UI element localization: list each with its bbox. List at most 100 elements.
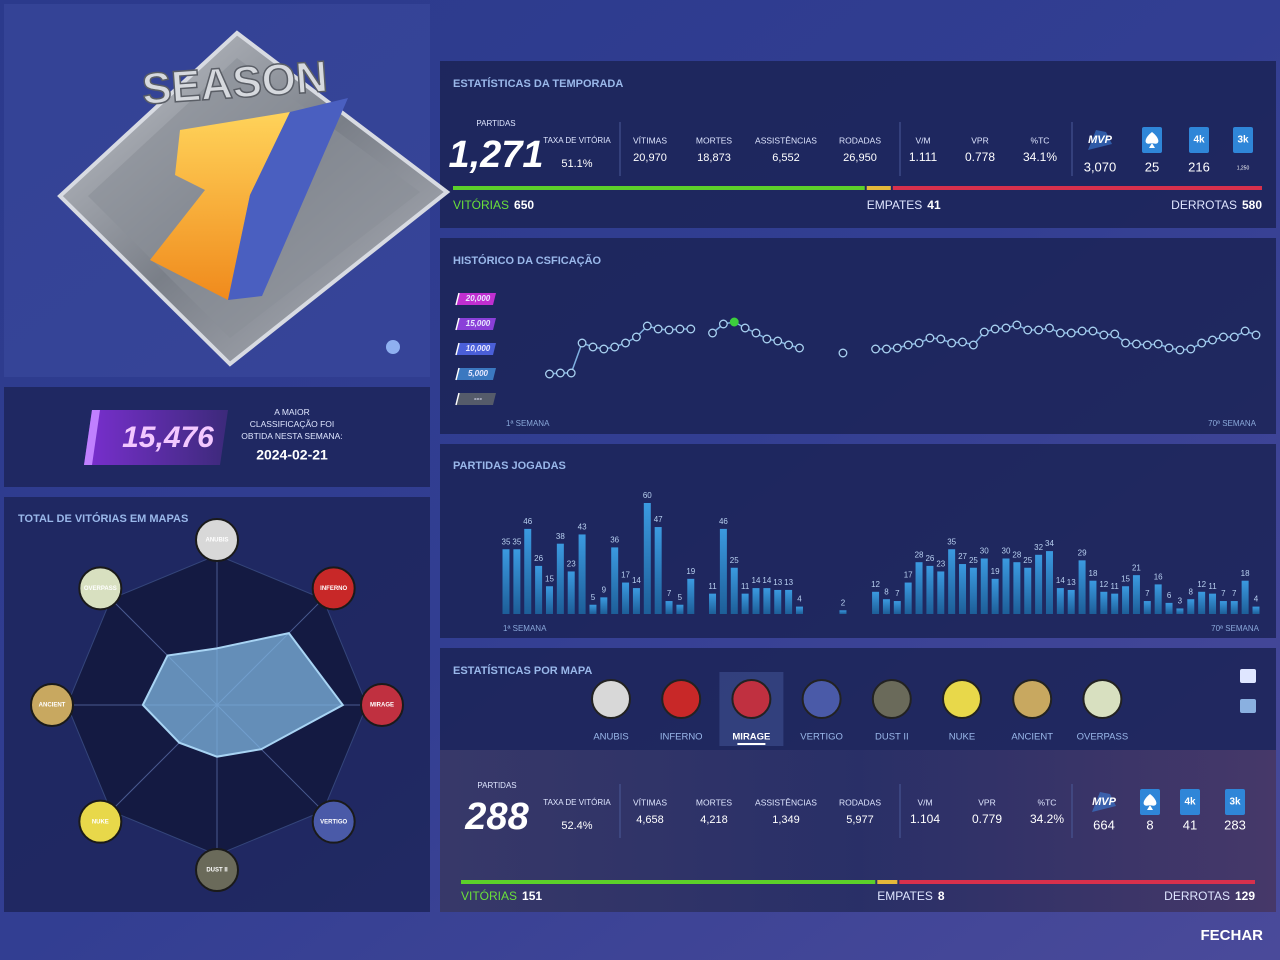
close-button[interactable]: FECHAR <box>1201 927 1264 944</box>
value-label: 46 <box>523 517 532 526</box>
record-value: 129 <box>1235 889 1255 903</box>
bar <box>741 593 749 614</box>
map-badge[interactable] <box>661 679 702 719</box>
value-label: 9 <box>602 585 607 594</box>
map-tab-label[interactable]: ANCIENT <box>1011 732 1053 743</box>
map-tab-label[interactable]: OVERPASS <box>1077 732 1129 743</box>
map-badge[interactable] <box>942 679 982 719</box>
chart-title: HISTÓRICO DA CSFICAÇÃO <box>453 254 602 267</box>
season-stats-panel <box>440 61 1276 228</box>
point <box>892 343 902 353</box>
point <box>610 342 620 352</box>
point <box>686 324 696 334</box>
bar <box>948 549 956 614</box>
ratio-label: VPR <box>978 797 995 807</box>
value-label: 5 <box>591 593 596 602</box>
bar <box>719 528 727 614</box>
map-tab-label[interactable]: INFERNO <box>660 732 703 743</box>
view-grid-button[interactable] <box>1240 699 1256 713</box>
view-single-button[interactable] <box>1240 669 1256 683</box>
bar <box>752 588 760 614</box>
map-tab-label[interactable]: NUKE <box>949 732 975 743</box>
point <box>1121 338 1131 348</box>
record-value: 650 <box>514 198 534 212</box>
map-badge[interactable] <box>871 679 912 719</box>
map-tab-label[interactable]: MIRAGE <box>732 732 770 743</box>
map-badge[interactable] <box>801 679 842 719</box>
point <box>947 338 957 348</box>
stat-label: VÍTIMAS <box>633 135 667 145</box>
logo-one-side <box>228 98 348 300</box>
point <box>838 348 848 358</box>
radar-category: ANCIENT <box>39 703 66 709</box>
logo-one <box>150 112 290 300</box>
point <box>664 325 674 335</box>
bar <box>904 582 912 614</box>
mvp-star <box>1088 130 1112 150</box>
value-label: 36 <box>610 536 619 545</box>
map-badge <box>311 799 356 844</box>
bar <box>545 586 553 614</box>
map-tab-label[interactable]: ANUBIS <box>593 732 628 743</box>
y-tick-label: 20,000 <box>465 294 491 303</box>
matches-value: 288 <box>464 796 529 838</box>
point <box>653 324 663 334</box>
bar <box>1111 593 1119 614</box>
value-label: 13 <box>784 578 793 587</box>
record-label: EMPATES <box>877 889 933 903</box>
value-label: 4 <box>1254 595 1259 604</box>
bar <box>1209 593 1217 614</box>
value-label: 6 <box>1167 591 1172 600</box>
award-label: 4k <box>1193 135 1205 146</box>
award-icon <box>1189 127 1209 153</box>
rank-caption-box: A MAIOR CLASSIFICAÇÃO FOI OBTIDA NESTA S… <box>241 407 343 441</box>
matches-value: 1,271 <box>448 134 543 176</box>
radar-category: NUKE <box>92 819 109 825</box>
value-label: 34 <box>1045 539 1054 548</box>
point <box>1208 335 1217 345</box>
bar <box>872 591 880 614</box>
award-value: 216 <box>1188 159 1210 174</box>
bar <box>763 588 771 614</box>
rank-caption: A MAIOR CLASSIFICAÇÃO FOI OBTIDA NESTA S… <box>241 407 343 441</box>
bar <box>1045 551 1053 614</box>
value-label: 46 <box>719 517 728 526</box>
wins-bar <box>453 186 865 190</box>
value-label: 18 <box>1241 569 1250 578</box>
map-badge[interactable] <box>1082 679 1123 719</box>
award-label: MVP <box>1092 796 1117 808</box>
panel-title: ESTATÍSTICAS DA TEMPORADA <box>453 77 623 90</box>
stat-label: RODADAS <box>839 135 881 145</box>
stat-value: 4,218 <box>700 814 728 826</box>
point <box>968 340 978 350</box>
winrate-value: 52.4% <box>561 820 592 832</box>
point <box>708 328 717 338</box>
map-badge[interactable] <box>591 679 631 719</box>
value-label: 18 <box>1089 569 1098 578</box>
bar <box>937 571 945 614</box>
bar <box>785 589 793 614</box>
map-badge[interactable] <box>1012 679 1053 719</box>
radar-category: ANUBIS <box>205 538 228 544</box>
bar <box>589 604 597 614</box>
zoom-icon[interactable] <box>386 340 400 354</box>
bar <box>1187 599 1195 614</box>
point <box>545 369 554 379</box>
point <box>1175 345 1185 355</box>
bar <box>730 567 738 614</box>
map-badge[interactable] <box>731 679 772 719</box>
value-label: 27 <box>958 552 967 561</box>
map-tab-label[interactable]: DUST II <box>875 732 909 743</box>
point <box>621 338 631 348</box>
map-tab-label[interactable]: VERTIGO <box>800 732 843 743</box>
value-label: 30 <box>1002 547 1011 556</box>
value-label: 35 <box>512 537 521 546</box>
award-label: MVP <box>1088 134 1113 146</box>
bar <box>676 604 684 614</box>
point <box>795 343 804 353</box>
ratio-label: VPR <box>971 135 988 145</box>
ratio-label: %TC <box>1038 797 1057 807</box>
record-label: EMPATES <box>867 198 923 212</box>
point <box>1229 332 1239 342</box>
